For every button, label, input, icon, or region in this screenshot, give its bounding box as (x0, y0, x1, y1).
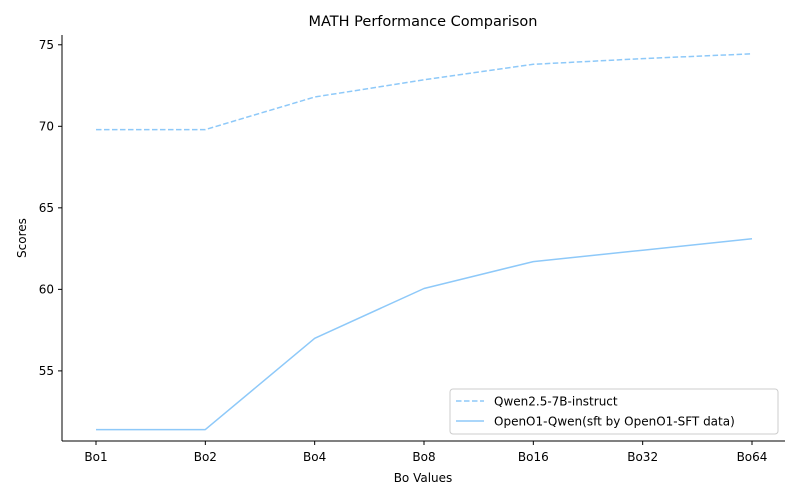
series-layer (96, 53, 753, 431)
y-tick-label: 65 (39, 201, 54, 215)
x-axis-ticks: Bo1 Bo2 Bo4 Bo8 Bo16 Bo32 Bo64 (84, 441, 767, 464)
legend-box (449, 388, 779, 435)
legend: Qwen2.5-7B-instruct OpenO1-Qwen(sft by O… (449, 388, 779, 435)
y-tick-label: 60 (39, 282, 54, 296)
x-tick-label: Bo16 (518, 450, 549, 464)
y-axis-title: Scores (15, 218, 29, 258)
x-tick-label: Bo1 (84, 450, 107, 464)
y-tick-label: 75 (39, 38, 54, 52)
series-line-openo1 (96, 238, 753, 431)
legend-label-qwen: Qwen2.5-7B-instruct (494, 395, 618, 409)
x-tick-label: Bo8 (412, 450, 435, 464)
y-axis-ticks: 55 60 65 70 75 (39, 38, 62, 378)
series-line-qwen (96, 53, 753, 131)
y-tick-label: 55 (39, 364, 54, 378)
x-tick-label: Bo4 (303, 450, 326, 464)
x-tick-label: Bo32 (627, 450, 658, 464)
x-tick-label: Bo2 (194, 450, 217, 464)
legend-label-openo1: OpenO1-Qwen(sft by OpenO1-SFT data) (494, 415, 735, 429)
chart-title: MATH Performance Comparison (309, 14, 538, 30)
x-axis-title: Bo Values (394, 471, 453, 485)
y-tick-label: 70 (39, 119, 54, 133)
x-tick-label: Bo64 (737, 450, 768, 464)
